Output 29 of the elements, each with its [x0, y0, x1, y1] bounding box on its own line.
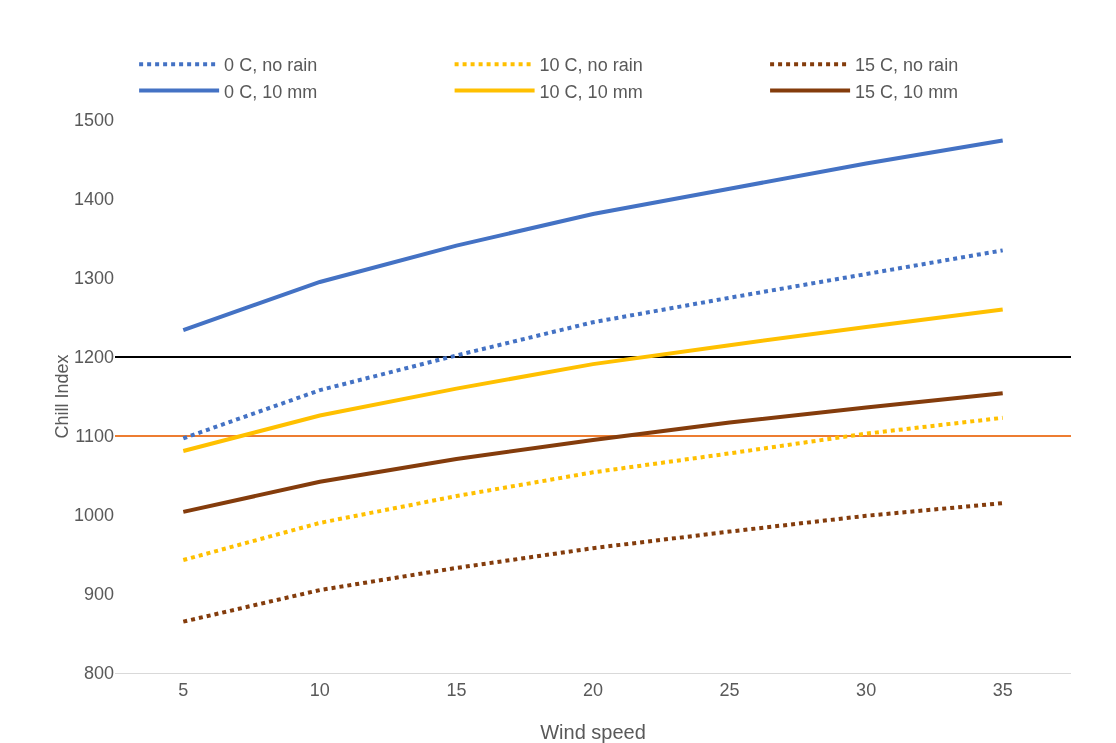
x-tick-label: 15	[446, 679, 467, 700]
x-tick-label: 25	[719, 679, 740, 700]
line-series	[181, 391, 1005, 514]
line-series	[181, 415, 1005, 563]
legend-label: 0 C, 10 mm	[224, 81, 318, 102]
y-tick-label: 900	[83, 584, 114, 605]
x-tick-label: 10	[309, 679, 330, 700]
legend-label: 10 C, no rain	[539, 55, 643, 76]
y-tick-label: 1500	[73, 110, 114, 131]
y-tick-label: 1200	[73, 347, 114, 368]
x-tick-label: 20	[582, 679, 604, 700]
legend-label: 10 C, 10 mm	[539, 81, 643, 102]
legend-label: 15 C, 10 mm	[855, 81, 959, 102]
x-tick-label: 35	[992, 679, 1013, 700]
y-tick-label: 800	[83, 663, 114, 684]
legend-label: 0 C, no rain	[224, 55, 318, 76]
x-tick-label: 5	[178, 679, 189, 700]
y-axis-title: Chill Index	[51, 354, 72, 439]
y-tick-label: 1300	[73, 268, 114, 289]
line-series	[181, 501, 1005, 624]
line-series	[181, 248, 1005, 441]
y-tick-label: 1100	[75, 426, 114, 447]
y-tick-label: 1400	[73, 189, 114, 210]
legend-label: 15 C, no rain	[855, 55, 959, 76]
x-tick-label: 30	[856, 679, 877, 700]
y-tick-label: 1000	[73, 505, 114, 526]
line-series	[181, 307, 1005, 454]
x-axis-title: Wind speed	[540, 721, 646, 743]
line-series	[181, 138, 1005, 333]
